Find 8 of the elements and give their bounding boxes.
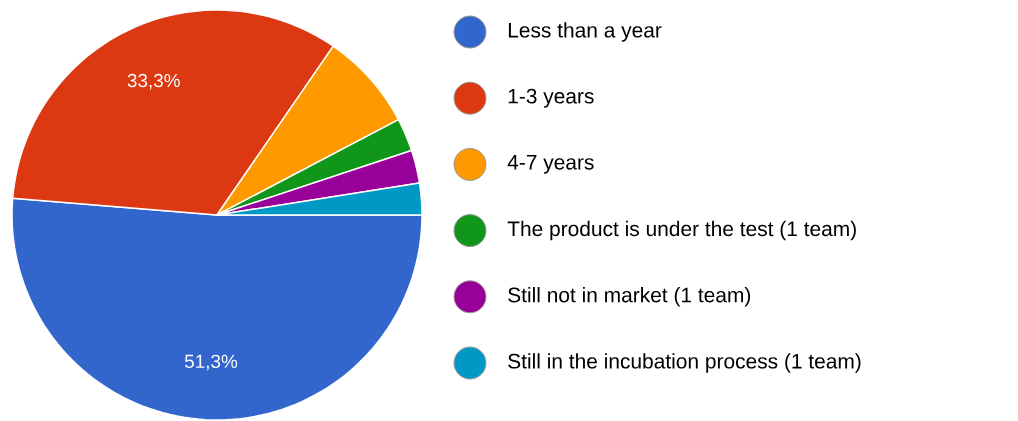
legend-label: 4-7 years <box>507 155 594 174</box>
legend-label: Still in the incubation process (1 team) <box>508 353 861 373</box>
legend-label: The product is under the test (1 team) <box>507 220 856 241</box>
legend-label: 1-3 years <box>508 88 594 108</box>
legend-label: Still not in market (1 team) <box>508 287 751 307</box>
legend-label: Less than a year <box>508 22 662 42</box>
data-label: 51,3% <box>184 354 238 371</box>
data-label: 33,3% <box>127 73 180 90</box>
